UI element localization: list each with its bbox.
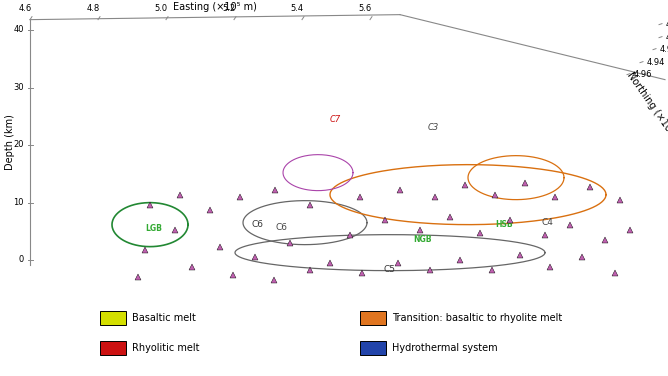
FancyBboxPatch shape bbox=[100, 311, 126, 325]
Text: 4.92: 4.92 bbox=[660, 45, 668, 54]
Text: 4.8: 4.8 bbox=[86, 4, 100, 13]
Text: 10: 10 bbox=[13, 198, 24, 207]
FancyBboxPatch shape bbox=[360, 311, 386, 325]
Text: Northing (×10⁶ m): Northing (×10⁶ m) bbox=[625, 70, 668, 149]
Text: Hydrothermal system: Hydrothermal system bbox=[392, 343, 498, 353]
Text: 5.0: 5.0 bbox=[154, 4, 168, 13]
Text: Basaltic melt: Basaltic melt bbox=[132, 313, 196, 323]
Text: 20: 20 bbox=[13, 140, 24, 149]
Text: 0: 0 bbox=[19, 255, 24, 264]
Text: 30: 30 bbox=[13, 83, 24, 92]
Text: Transition: basaltic to rhyolite melt: Transition: basaltic to rhyolite melt bbox=[392, 313, 562, 323]
Text: 5.6: 5.6 bbox=[358, 4, 371, 13]
Text: 40: 40 bbox=[13, 25, 24, 34]
Text: Rhyolitic melt: Rhyolitic melt bbox=[132, 343, 200, 353]
Text: Easting (×10⁵ m): Easting (×10⁵ m) bbox=[173, 2, 257, 12]
FancyBboxPatch shape bbox=[100, 341, 126, 355]
Text: C6: C6 bbox=[275, 223, 287, 232]
Text: 4.9: 4.9 bbox=[666, 33, 668, 42]
Text: 4.6: 4.6 bbox=[19, 4, 31, 13]
Text: C7: C7 bbox=[330, 115, 341, 124]
Text: Depth (km): Depth (km) bbox=[5, 114, 15, 170]
Text: C4: C4 bbox=[542, 218, 554, 227]
FancyBboxPatch shape bbox=[360, 341, 386, 355]
Text: 5.4: 5.4 bbox=[291, 4, 303, 13]
Text: C3: C3 bbox=[428, 123, 440, 132]
Text: LGB: LGB bbox=[145, 224, 162, 233]
Text: HSB: HSB bbox=[495, 220, 512, 229]
Text: 4.94: 4.94 bbox=[647, 58, 665, 67]
Text: NGB: NGB bbox=[413, 235, 432, 244]
Text: C5: C5 bbox=[384, 265, 396, 274]
Text: C6: C6 bbox=[252, 220, 264, 229]
Text: 4.96: 4.96 bbox=[634, 70, 653, 79]
Text: 4.88: 4.88 bbox=[666, 20, 668, 29]
Text: 5.2: 5.2 bbox=[222, 4, 236, 13]
